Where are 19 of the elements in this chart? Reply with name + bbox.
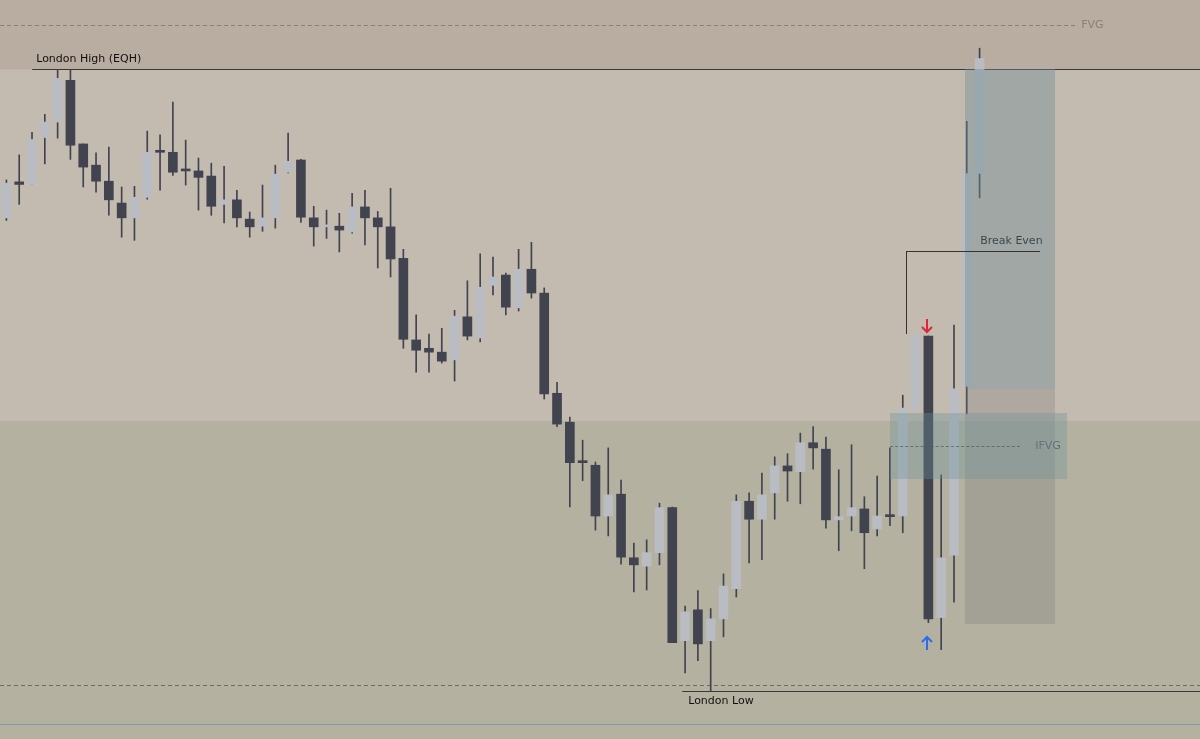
candlestick — [603, 447, 614, 537]
candlestick — [155, 134, 165, 191]
candlestick — [411, 314, 421, 373]
candlestick — [488, 256, 498, 296]
candlestick — [372, 211, 383, 269]
candlestick — [885, 447, 895, 526]
candlestick — [808, 426, 818, 470]
candlestick — [424, 333, 434, 373]
candlestick — [629, 542, 639, 593]
candlestick — [833, 469, 844, 552]
text: IFVG — [1035, 438, 1061, 452]
candlestick — [308, 205, 319, 247]
candlestick — [360, 189, 370, 246]
candlestick — [14, 154, 25, 205]
ref-line-label: London High (EQH) — [36, 52, 142, 66]
candlestick — [219, 166, 229, 224]
annotation: Break Even — [980, 233, 1043, 247]
candlestick — [872, 475, 882, 537]
ref-line-label: London Low — [688, 694, 754, 708]
